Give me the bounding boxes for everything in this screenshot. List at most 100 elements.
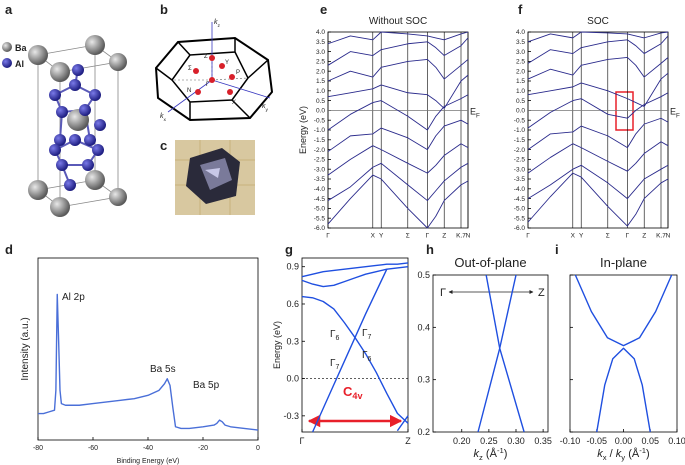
data-line bbox=[527, 92, 669, 129]
x-tick-label: Γ bbox=[326, 233, 330, 240]
data-line bbox=[477, 274, 517, 433]
y-tick-label: -2.0 bbox=[514, 147, 526, 154]
y-tick-label: 2.5 bbox=[316, 59, 325, 66]
data-line bbox=[527, 72, 669, 107]
y-tick-label: 3.0 bbox=[316, 49, 325, 56]
text-part: (Å bbox=[483, 447, 498, 460]
data-line bbox=[396, 415, 409, 432]
data-line bbox=[327, 143, 469, 176]
text-part: 7 bbox=[336, 364, 340, 371]
y-tick-label: 1.0 bbox=[316, 88, 325, 95]
annotation: Ba 5s bbox=[150, 364, 176, 375]
y-tick-label: 0.5 bbox=[417, 270, 430, 280]
x-tick-label: 0.35 bbox=[534, 436, 552, 446]
panel-label: h bbox=[426, 242, 434, 257]
brillouin-zone bbox=[154, 22, 274, 122]
annotation: Ba 5p bbox=[193, 380, 220, 391]
x-tick-label: -40 bbox=[143, 445, 153, 452]
data-line bbox=[527, 172, 669, 227]
data-line bbox=[574, 274, 673, 347]
text-part: k bbox=[160, 113, 164, 120]
text-part: -1 bbox=[639, 446, 646, 455]
annotation: Γ bbox=[440, 287, 446, 299]
fermi-label: EF bbox=[470, 106, 480, 119]
data-line bbox=[327, 74, 469, 109]
annotation: Z bbox=[538, 287, 545, 299]
text-part: Γ bbox=[362, 350, 368, 361]
y-tick-label: -6.0 bbox=[314, 225, 326, 232]
annotation: C4v bbox=[343, 384, 363, 401]
y-tick-label: 2.0 bbox=[316, 68, 325, 75]
y-tick-label: -4.0 bbox=[314, 186, 326, 193]
data-line bbox=[301, 266, 409, 288]
panel-label: c bbox=[160, 138, 167, 153]
x-tick-label: Γ bbox=[426, 233, 430, 240]
annotation: Al 2p bbox=[62, 292, 85, 303]
y-tick-label: -3.0 bbox=[314, 166, 326, 173]
x-tick-label: -60 bbox=[88, 445, 98, 452]
y-tick-label: -5.0 bbox=[514, 206, 526, 213]
data-line bbox=[311, 268, 388, 433]
text-part: 6 bbox=[368, 356, 372, 363]
chart-title: Out-of-plane bbox=[454, 255, 526, 270]
x-tick-label: 0.25 bbox=[480, 436, 498, 446]
y-tick-label: 0.4 bbox=[417, 322, 430, 332]
y-tick-label: -6.0 bbox=[514, 225, 526, 232]
text-part: Γ bbox=[330, 358, 336, 369]
data-line bbox=[527, 141, 669, 174]
y-tick-label: 4.0 bbox=[316, 29, 325, 36]
text-part: / bbox=[607, 448, 616, 460]
plot-frame bbox=[432, 274, 549, 433]
y-tick-label: -1.5 bbox=[514, 137, 526, 144]
y-tick-label: -2.5 bbox=[314, 157, 326, 164]
x-axis-label: kz (Å-1) bbox=[474, 446, 508, 462]
crystal-structure bbox=[2, 35, 127, 217]
x-tick-label: Σ bbox=[406, 233, 410, 240]
y-tick-label: 1.5 bbox=[516, 78, 525, 85]
annotation: Γ6 bbox=[330, 329, 340, 342]
x-tick-label: -0.05 bbox=[586, 436, 607, 446]
text-part: x bbox=[603, 453, 607, 462]
x-tick-label: K.7 bbox=[656, 233, 666, 240]
text-part: E bbox=[670, 106, 676, 116]
data-line bbox=[327, 58, 469, 82]
text-part: 6 bbox=[336, 335, 340, 342]
point-label: N bbox=[187, 88, 191, 94]
crystal-photo bbox=[175, 140, 255, 215]
axis-label: kz bbox=[214, 19, 221, 29]
x-tick-label: 0.05 bbox=[641, 436, 659, 446]
x-tick-label: Γ bbox=[526, 233, 530, 240]
y-tick-label: -3.5 bbox=[314, 176, 326, 183]
text-part: (Å bbox=[625, 447, 640, 460]
y-tick-label: 0.5 bbox=[516, 98, 525, 105]
text-part: F bbox=[476, 112, 480, 119]
text-part: z bbox=[479, 453, 483, 462]
data-line bbox=[327, 31, 469, 45]
y-tick-label: -1.0 bbox=[314, 127, 326, 134]
chart-title: In-plane bbox=[600, 255, 647, 270]
text-part: 7 bbox=[368, 334, 372, 341]
x-tick-label: K.7 bbox=[456, 233, 466, 240]
panel-label: d bbox=[5, 242, 13, 257]
panel-label: f bbox=[518, 2, 523, 17]
data-line bbox=[527, 31, 669, 43]
panel-label: a bbox=[5, 2, 13, 17]
text-part: k bbox=[262, 103, 266, 110]
x-tick-label: N bbox=[666, 233, 671, 240]
y-tick-label: 2.5 bbox=[516, 59, 525, 66]
y-tick-label: -4.5 bbox=[514, 196, 526, 203]
point-label: Σ bbox=[188, 66, 192, 72]
axis-label: ky bbox=[262, 103, 269, 113]
x-tick-label: Σ bbox=[606, 233, 610, 240]
x-axis-label: Binding Energy (eV) bbox=[117, 458, 180, 465]
y-axis-label: Energy (eV) bbox=[298, 106, 308, 154]
x-tick-label: X bbox=[571, 233, 576, 240]
y-tick-label: 3.0 bbox=[516, 49, 525, 56]
text-part: x bbox=[164, 118, 167, 123]
x-tick-label: 0.30 bbox=[507, 436, 525, 446]
point-label: Y bbox=[225, 60, 229, 66]
chart-title: SOC bbox=[587, 16, 609, 27]
x-tick-label: 0.00 bbox=[615, 436, 633, 446]
data-line bbox=[527, 35, 669, 64]
